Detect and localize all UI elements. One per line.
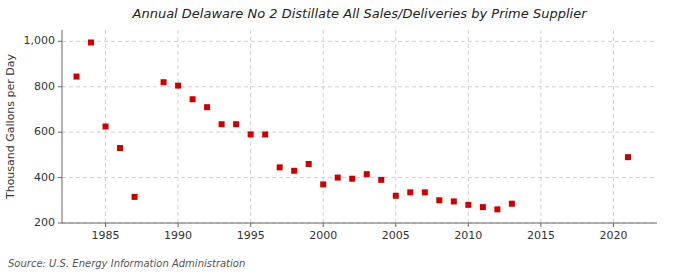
- point: [161, 79, 167, 85]
- point: [509, 201, 515, 207]
- y-grid-line: [62, 41, 657, 42]
- x-tick: [105, 223, 106, 227]
- point: [407, 189, 413, 195]
- x-tick: [468, 223, 469, 227]
- point: [233, 121, 239, 127]
- point: [88, 39, 94, 45]
- x-tick: [250, 223, 251, 227]
- point: [277, 164, 283, 170]
- x-tick-label: 2020: [599, 229, 627, 242]
- point: [451, 198, 457, 204]
- x-axis-line: [62, 223, 657, 224]
- point: [422, 189, 428, 195]
- axes: 200 400 600 800 1,000 1985 1990 1995 2000 2005 201…: [24, 30, 658, 242]
- x-tick-label: 2015: [527, 229, 555, 242]
- point: [204, 104, 210, 110]
- point: [436, 197, 442, 203]
- point: [480, 204, 486, 210]
- chart-svg: 200 400 600 800 1,000 1985 1990 1995 2000 2005 201…: [0, 0, 675, 275]
- x-tick: [178, 223, 179, 227]
- point: [117, 145, 123, 151]
- point: [262, 131, 268, 137]
- x-tick-label: 1995: [237, 229, 265, 242]
- y-grid-line: [62, 223, 657, 224]
- x-grid-line: [468, 30, 469, 223]
- grid: [62, 30, 657, 223]
- point: [625, 154, 631, 160]
- x-tick-label: 1985: [92, 229, 120, 242]
- y-axis-label: Thousand Gallons per Day: [4, 53, 17, 200]
- y-tick-label: 800: [34, 80, 55, 93]
- x-grid-line: [178, 30, 179, 223]
- point: [190, 96, 196, 102]
- chart-title: Annual Delaware No 2 Distillate All Sale…: [132, 6, 589, 21]
- y-grid-line: [62, 86, 657, 87]
- y-tick-label: 600: [34, 125, 55, 138]
- point: [74, 74, 80, 80]
- y-tick-label: 1,000: [24, 34, 56, 47]
- x-tick: [540, 223, 541, 227]
- y-axis-line: [62, 30, 63, 223]
- x-grid-line: [540, 30, 541, 223]
- x-tick: [323, 223, 324, 227]
- chart-container: 200 400 600 800 1,000 1985 1990 1995 2000 2005 201…: [0, 0, 675, 275]
- point: [132, 194, 138, 200]
- point: [291, 168, 297, 174]
- point: [494, 206, 500, 212]
- x-grid-line: [323, 30, 324, 223]
- point: [219, 121, 225, 127]
- point: [248, 131, 254, 137]
- background: [0, 0, 675, 275]
- point: [306, 161, 312, 167]
- y-grid-line: [62, 132, 657, 133]
- point: [335, 175, 341, 181]
- x-tick: [613, 223, 614, 227]
- y-tick-label: 200: [34, 216, 55, 229]
- x-tick-label: 2000: [309, 229, 337, 242]
- source-note: Source: U.S. Energy Information Administ…: [8, 258, 245, 269]
- x-grid-line: [250, 30, 251, 223]
- points: [74, 39, 631, 212]
- x-tick-label: 1990: [164, 229, 192, 242]
- x-tick: [395, 223, 396, 227]
- y-tick: [58, 177, 62, 178]
- point: [175, 83, 181, 89]
- point: [320, 181, 326, 187]
- point: [393, 193, 399, 199]
- x-tick-label: 2010: [454, 229, 482, 242]
- point: [349, 176, 355, 182]
- point: [465, 202, 471, 208]
- y-tick: [58, 132, 62, 133]
- x-tick-label: 2005: [382, 229, 410, 242]
- point: [378, 177, 384, 183]
- y-tick: [58, 86, 62, 87]
- point: [103, 124, 109, 130]
- y-grid-line: [62, 177, 657, 178]
- y-tick: [58, 41, 62, 42]
- y-tick: [58, 223, 62, 224]
- point: [364, 171, 370, 177]
- x-grid-line: [613, 30, 614, 223]
- y-tick-label: 400: [34, 171, 55, 184]
